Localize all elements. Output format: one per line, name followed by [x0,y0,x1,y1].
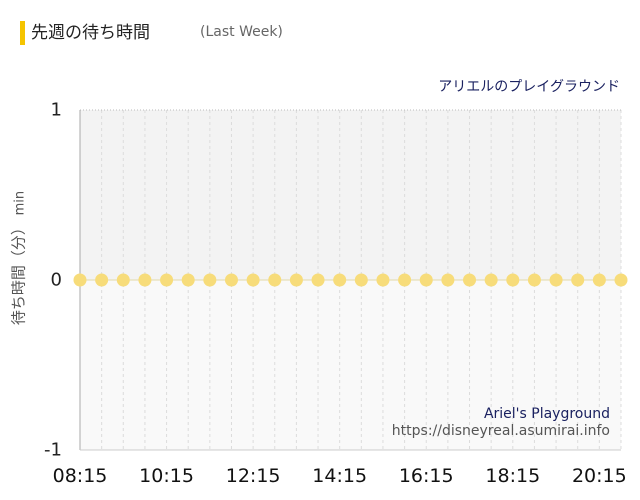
data-point [95,273,109,287]
data-point [463,273,477,287]
data-point [398,273,412,287]
y-tick-label: -1 [44,440,62,461]
x-tick-label: 10:15 [139,465,194,487]
data-point [441,273,455,287]
data-point [354,273,368,287]
x-tick-label: 14:15 [312,465,367,487]
plot-band-lower [80,280,621,450]
data-point [160,273,174,287]
x-tick-label: 12:15 [226,465,281,487]
data-point [614,273,628,287]
data-point [527,273,541,287]
page-subtitle: (Last Week) [200,24,283,40]
data-point [73,273,87,287]
x-tick-label: 18:15 [485,465,540,487]
x-tick-label: 16:15 [399,465,454,487]
data-point [138,273,152,287]
page-title: 先週の待ち時間 [31,23,150,43]
data-point [484,273,498,287]
data-point [268,273,282,287]
x-tick-label: 20:15 [572,465,627,487]
data-point [311,273,325,287]
data-point [549,273,563,287]
x-tick-label: 08:15 [53,465,108,487]
data-point [592,273,606,287]
y-tick-label: 1 [51,100,62,121]
plot-band-upper [80,110,621,280]
data-point [376,273,390,287]
credit-attraction-name: Ariel's Playground [483,406,610,422]
attraction-name: アリエルのプレイグラウンド [438,79,620,95]
data-point [506,273,520,287]
data-point [181,273,195,287]
data-point [571,273,585,287]
y-tick-label: 0 [51,270,62,291]
data-point [224,273,238,287]
data-point [203,273,217,287]
header-accent-bar [20,21,25,45]
data-point [246,273,260,287]
data-point [419,273,433,287]
data-point [289,273,303,287]
data-point [333,273,347,287]
data-point [116,273,130,287]
credit-url: https://disneyreal.asumirai.info [391,423,610,439]
